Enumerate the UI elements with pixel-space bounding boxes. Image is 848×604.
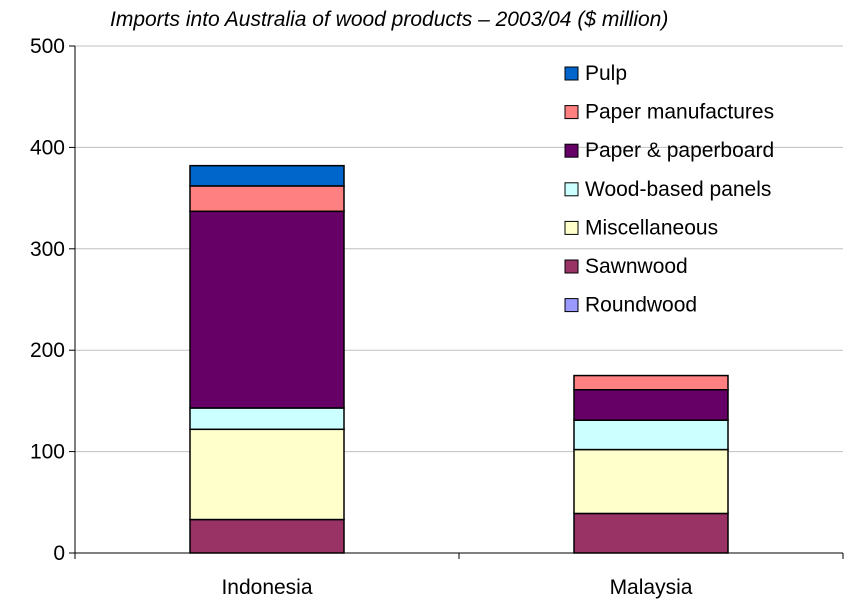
y-axis-ticks: 0 100 200 300 400 500: [30, 35, 75, 565]
legend-swatch: [564, 105, 579, 120]
y-tick-label: 300: [30, 238, 65, 261]
bar-segment-indonesia-wood-based-panels: [189, 407, 345, 431]
legend-swatch: [564, 143, 579, 158]
bar-segment-malaysia-wood-based-panels: [573, 419, 729, 451]
y-tick-label: 0: [53, 542, 65, 565]
bar-segment-malaysia-paper-paperboard: [573, 388, 729, 421]
legend-label: Wood-based panels: [585, 178, 771, 201]
y-tick-label: 100: [30, 441, 65, 464]
x-tick-label: Indonesia: [221, 576, 312, 599]
y-tick-label: 500: [30, 35, 65, 58]
x-tick-label: Malaysia: [610, 576, 693, 599]
chart-title: Imports into Australia of wood products …: [110, 8, 668, 31]
legend-swatch: [564, 182, 579, 197]
legend-swatch: [564, 66, 579, 81]
bar-segment-indonesia-sawnwood: [189, 518, 345, 554]
bar-segment-indonesia-miscellaneous: [189, 428, 345, 521]
legend-label: Sawnwood: [585, 255, 688, 278]
legend-swatch: [564, 259, 579, 274]
legend-label: Paper manufactures: [585, 101, 774, 124]
y-tick-label: 400: [30, 136, 65, 159]
x-axis-labels: Indonesia Malaysia: [221, 576, 692, 599]
bar-segment-malaysia-miscellaneous: [573, 448, 729, 515]
y-tick-label: 200: [30, 339, 65, 362]
legend-label: Pulp: [585, 62, 627, 85]
bar-segment-malaysia-sawnwood: [573, 512, 729, 554]
legend-label: Paper & paperboard: [585, 139, 774, 162]
bar-segment-indonesia-paper-paperboard: [189, 210, 345, 409]
legend-swatch: [564, 298, 579, 313]
legend: Pulp Paper manufactures Paper & paperboard…: [564, 62, 774, 317]
legend-label: Miscellaneous: [585, 216, 718, 239]
bar-segment-indonesia-paper-manufactures: [189, 185, 345, 213]
legend-swatch: [564, 220, 579, 235]
bars: [189, 164, 729, 554]
bar-segment-malaysia-paper-manufactures: [573, 374, 729, 391]
bar-segment-indonesia-pulp: [189, 164, 345, 187]
legend-label: Roundwood: [585, 294, 697, 317]
axes: [74, 46, 844, 559]
